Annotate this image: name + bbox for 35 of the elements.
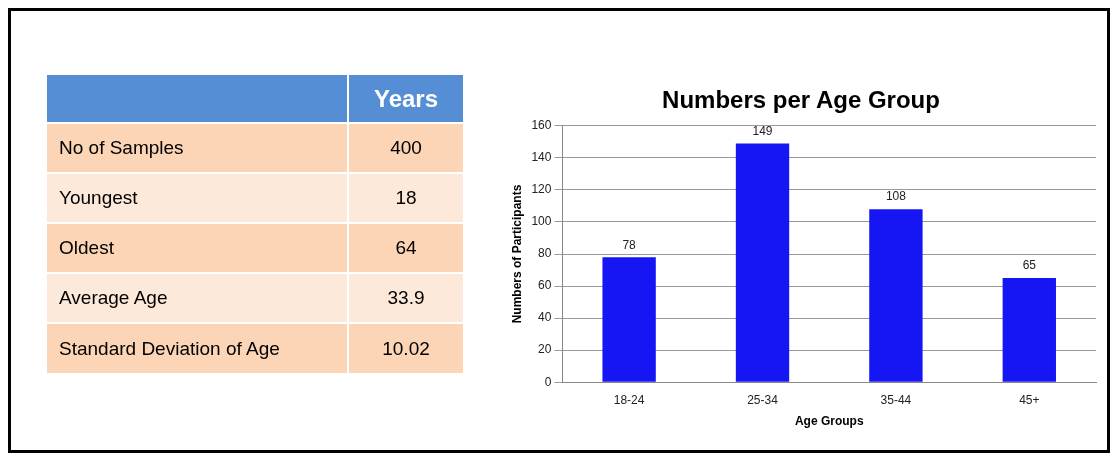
y-tick-label: 80	[538, 246, 552, 261]
y-tick-label: 0	[544, 374, 552, 389]
data-label: 400	[389, 136, 423, 160]
category-label: Youngest	[59, 187, 138, 208]
data-label: 33.9	[386, 286, 426, 310]
data-label: 78	[622, 237, 637, 252]
category-label: Standard Deviation of Age	[59, 337, 280, 359]
x-axis-title: Age Groups	[794, 414, 864, 429]
y-tick-label: 20	[538, 342, 552, 357]
text: Years	[373, 84, 439, 112]
data-label: 108	[885, 189, 907, 204]
bar	[869, 209, 923, 382]
x-tick-label: 45+	[1019, 392, 1040, 407]
data-label: 65	[1022, 258, 1037, 273]
category-label: No of Samples	[59, 137, 184, 158]
y-tick-label: 160	[531, 118, 552, 133]
x-tick-label: 18-24	[613, 392, 645, 407]
y-tick-label: 140	[531, 150, 552, 165]
bar	[602, 257, 656, 382]
data-label: 18	[394, 186, 418, 210]
y-tick-label: 100	[531, 214, 552, 229]
category-label: Oldest	[59, 237, 114, 258]
x-tick-label: 35-44	[880, 392, 912, 407]
category-label: Average Age	[59, 287, 168, 308]
data-label: 10.02	[381, 336, 431, 361]
chart-title: Numbers per Age Group	[662, 86, 940, 114]
y-tick-label: 40	[538, 310, 552, 325]
data-label: 64	[394, 236, 418, 260]
x-tick-label: 25-34	[747, 392, 779, 407]
y-axis-title: Numbers of Participants	[509, 184, 524, 324]
bar	[1002, 278, 1056, 382]
y-tick-label: 120	[531, 182, 552, 197]
y-tick-label: 60	[538, 278, 552, 293]
data-label: 149	[752, 123, 773, 138]
bar	[735, 143, 790, 382]
